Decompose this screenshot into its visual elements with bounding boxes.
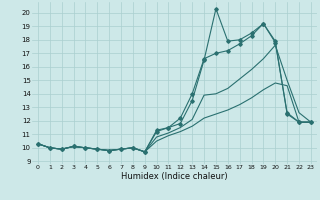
X-axis label: Humidex (Indice chaleur): Humidex (Indice chaleur) <box>121 172 228 181</box>
